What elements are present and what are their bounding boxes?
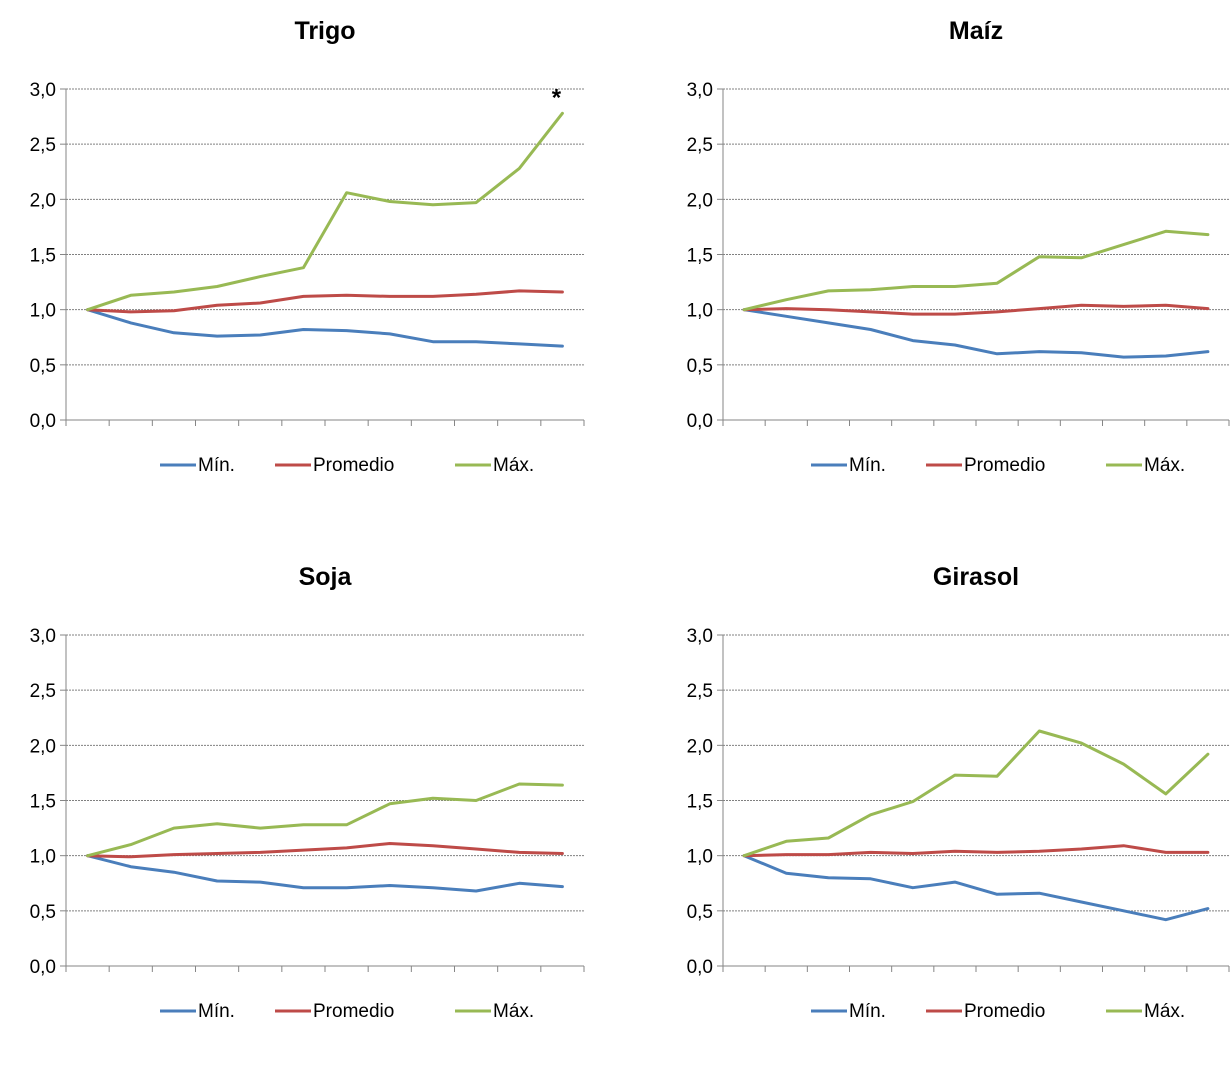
series-line-max [86,111,564,312]
legend-label-min: Mín. [849,1001,886,1022]
series-line-min [742,308,1210,359]
y-tick-label: 2,0 [687,190,713,211]
chart-title: Girasol [933,563,1019,591]
y-tick-label: 1,0 [30,847,56,868]
y-tick-label: 3,0 [687,626,713,647]
chart-svg-girasol: Girasol0,00,51,01,52,02,53,0MAMJJASONDEF… [687,563,1230,1022]
y-tick-label: 3,0 [30,626,56,647]
y-tick-label: 1,0 [30,301,56,322]
y-tick-label: 0,5 [687,902,713,923]
series-line-promedio [86,842,564,859]
y-tick-label: 2,5 [687,135,713,156]
y-tick-label: 0,0 [30,411,56,432]
series-line-min [742,854,1210,922]
y-tick-label: 0,5 [30,902,56,923]
y-tick-label: 1,0 [687,301,713,322]
legend-label-promedio: Promedio [964,1001,1045,1022]
legend-label-max: Máx. [1144,1001,1185,1022]
chart-panel-girasol: Girasol0,00,51,01,52,02,53,0MAMJJASONDEF… [615,546,1230,1072]
chart-panel-soja: Soja0,00,51,01,52,02,53,0MJJASONDEFMAMín… [0,546,615,1072]
chart-svg-maiz: Maíz0,00,51,01,52,02,53,0AMJJASONDEFMMín… [687,17,1230,476]
y-tick-label: 2,5 [687,681,713,702]
legend-label-promedio: Promedio [964,455,1045,476]
y-tick-label: 1,5 [30,792,56,813]
y-tick-label: 1,5 [687,246,713,267]
y-tick-label: 0,0 [30,957,56,978]
chart-title: Soja [299,563,353,591]
chart-panel-maiz: Maíz0,00,51,01,52,02,53,0AMJJASONDEFMMín… [615,0,1230,526]
series-line-max [86,782,564,858]
y-tick-label: 1,0 [687,847,713,868]
chart-svg-trigo: Trigo0,00,51,01,52,02,53,0DEFMAMJJASON*M… [30,17,585,476]
y-tick-label: 3,0 [687,80,713,101]
legend-label-max: Máx. [493,455,534,476]
chart-svg-soja: Soja0,00,51,01,52,02,53,0MJJASONDEFMAMín… [30,563,585,1022]
y-tick-label: 0,5 [687,356,713,377]
y-tick-label: 0,0 [687,957,713,978]
legend-label-promedio: Promedio [313,1001,394,1022]
y-tick-label: 2,5 [30,135,56,156]
legend-label-max: Máx. [1144,455,1185,476]
y-tick-label: 1,5 [687,792,713,813]
chart-title: Trigo [294,17,355,45]
series-line-min [86,854,564,893]
series-line-max [742,229,1210,312]
y-tick-label: 0,0 [687,411,713,432]
chart-panel-trigo: Trigo0,00,51,01,52,02,53,0DEFMAMJJASON*M… [0,0,615,526]
series-line-max [742,729,1210,858]
series-line-promedio [742,844,1210,858]
chart-title: Maíz [949,17,1003,45]
legend-label-promedio: Promedio [313,455,394,476]
legend-label-min: Mín. [849,455,886,476]
series-line-promedio [742,303,1210,316]
y-tick-label: 0,5 [30,356,56,377]
y-tick-label: 1,5 [30,246,56,267]
legend-label-min: Mín. [198,455,235,476]
annotation-asterisk: * [552,84,562,111]
y-tick-label: 2,5 [30,681,56,702]
series-line-min [86,308,564,348]
y-tick-label: 3,0 [30,80,56,101]
y-tick-label: 2,0 [687,736,713,757]
y-tick-label: 2,0 [30,190,56,211]
series-line-promedio [86,289,564,314]
legend-label-max: Máx. [493,1001,534,1022]
y-tick-label: 2,0 [30,736,56,757]
legend-label-min: Mín. [198,1001,235,1022]
